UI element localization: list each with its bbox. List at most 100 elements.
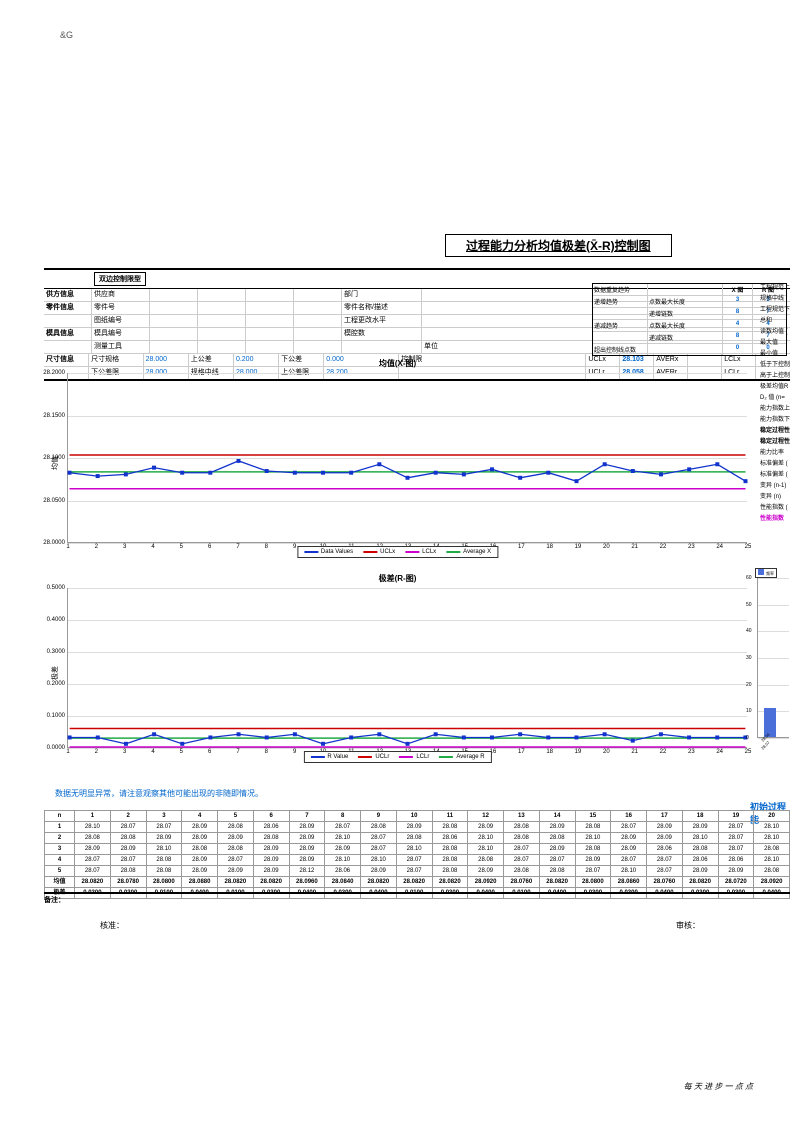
- form-cell: 部门: [342, 289, 422, 301]
- form-row-label: [44, 315, 92, 327]
- table-cell: 28.07: [718, 822, 754, 833]
- table-cell: 28.08: [754, 866, 790, 877]
- side-metric-label: 极差均值R: [760, 382, 792, 393]
- mini-legend: 频率: [755, 568, 777, 578]
- side-metric-label: 规格中线: [760, 294, 792, 305]
- control-type-label: 双边控制限型: [94, 272, 146, 286]
- form-row-label: 模具信息: [44, 328, 92, 340]
- form-cell: 零件号: [92, 302, 150, 314]
- table-cell: 28.08: [253, 833, 289, 844]
- table-summary-cell: 28.0860: [611, 877, 647, 888]
- r-chart-y-axis-title: 极差: [50, 666, 60, 680]
- legend-item: Data Values: [304, 549, 353, 555]
- table-header: 11: [432, 811, 468, 822]
- table-summary-cell: 28.0800: [575, 877, 611, 888]
- table-header: 17: [647, 811, 683, 822]
- trend-cell: 点数最大长度: [648, 320, 723, 331]
- table-summary-cell: 28.0820: [682, 877, 718, 888]
- table-cell: 28.09: [182, 866, 218, 877]
- table-cell: 28.09: [146, 833, 182, 844]
- table-cell: 4: [45, 855, 75, 866]
- table-cell: 28.09: [611, 833, 647, 844]
- table-cell: 28.09: [718, 866, 754, 877]
- form-cell: [246, 315, 294, 327]
- table-cell: 28.09: [289, 833, 325, 844]
- table-cell: 28.06: [325, 866, 361, 877]
- table-cell: 28.09: [539, 844, 575, 855]
- table-cell: 28.10: [611, 866, 647, 877]
- x-tick-label: 19: [575, 542, 582, 550]
- side-metric-label: 工程规范下: [760, 305, 792, 316]
- x-tick-label: 6: [208, 542, 211, 550]
- x-tick-label: 4: [151, 542, 154, 550]
- table-cell: 28.09: [253, 866, 289, 877]
- legend-item: Average R: [439, 754, 484, 760]
- table-header: n: [45, 811, 75, 822]
- trend-cell: 点数最大长度: [648, 296, 723, 307]
- form-cell: [198, 315, 246, 327]
- side-metrics-labels: 工程规范上规格中线工程规范下总和读数均值 (最大值最小值低于下控制高于上控制极差…: [760, 283, 792, 525]
- table-cell: 28.09: [218, 866, 254, 877]
- table-cell: 28.08: [432, 866, 468, 877]
- x-tick-label: 7: [236, 542, 239, 550]
- footer-slogan: 每 天 进 步 一 点 点: [684, 1081, 753, 1092]
- x-chart-title: 均值(X-图): [45, 358, 750, 369]
- table-cell: 28.08: [432, 855, 468, 866]
- side-metric-label: 稳定过程性: [760, 426, 792, 437]
- table-cell: 28.08: [361, 822, 397, 833]
- mini-y-tick: 30: [746, 655, 752, 661]
- table-cell: 28.06: [253, 822, 289, 833]
- table-cell: 28.07: [110, 822, 146, 833]
- table-cell: 28.07: [504, 844, 540, 855]
- table-cell: 28.10: [754, 822, 790, 833]
- form-cell: [342, 341, 422, 353]
- table-summary-cell: 28.0820: [218, 877, 254, 888]
- approve-label: 核准：: [100, 920, 676, 931]
- table-summary-cell: 28.0760: [504, 877, 540, 888]
- table-summary-cell: 28.0920: [754, 877, 790, 888]
- table-header: 16: [611, 811, 647, 822]
- form-cell: [150, 302, 198, 314]
- table-cell: 28.06: [682, 855, 718, 866]
- mini-y-tick: 40: [746, 628, 752, 634]
- table-cell: 28.09: [575, 855, 611, 866]
- table-cell: 28.09: [361, 866, 397, 877]
- form-cell: [294, 289, 342, 301]
- table-header: 3: [146, 811, 182, 822]
- x-tick-label: 23: [688, 542, 695, 550]
- table-cell: 28.10: [146, 844, 182, 855]
- table-cell: 28.06: [718, 855, 754, 866]
- table-cell: 28.08: [575, 844, 611, 855]
- form-cell: 模腔数: [342, 328, 422, 340]
- table-header: 8: [325, 811, 361, 822]
- x-tick-label: 3: [123, 542, 126, 550]
- side-metric-label: D₂ 值 (n=: [760, 393, 792, 404]
- form-cell: [150, 341, 198, 353]
- x-tick-label: 24: [716, 542, 723, 550]
- table-cell: 28.09: [289, 844, 325, 855]
- mini-y-tick: 60: [746, 575, 752, 581]
- table-cell: 28.09: [182, 833, 218, 844]
- form-cell: [246, 341, 294, 353]
- table-header: 6: [253, 811, 289, 822]
- legend-item: LCLr: [399, 754, 429, 760]
- legend-item: LCLx: [405, 549, 436, 555]
- side-metric-label: 能力指数下: [760, 415, 792, 426]
- table-header: 12: [468, 811, 504, 822]
- table-cell: 2: [45, 833, 75, 844]
- form-cell: 零件名称/描述: [342, 302, 422, 314]
- table-cell: 28.08: [504, 833, 540, 844]
- table-cell: 28.12: [289, 866, 325, 877]
- table-summary-cell: 28.0820: [432, 877, 468, 888]
- table-cell: 28.10: [754, 833, 790, 844]
- trend-summary: 数据重复趋势X 图R 图递增趋势点数最大长度33递增链数87递减趋势点数最大长度…: [592, 283, 787, 356]
- table-cell: 28.09: [468, 866, 504, 877]
- table-cell: 28.09: [182, 855, 218, 866]
- trend-value-x: 4: [723, 320, 753, 331]
- table-header: 20: [754, 811, 790, 822]
- table-cell: 28.08: [682, 844, 718, 855]
- table-cell: 28.09: [75, 844, 111, 855]
- x-tick-label: 18: [546, 542, 553, 550]
- form-cell: [150, 315, 198, 327]
- table-cell: 28.07: [575, 866, 611, 877]
